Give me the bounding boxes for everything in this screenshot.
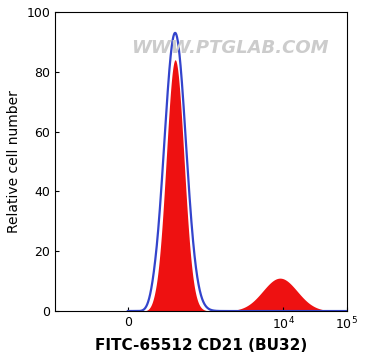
Y-axis label: Relative cell number: Relative cell number: [7, 90, 21, 233]
X-axis label: FITC-65512 CD21 (BU32): FITC-65512 CD21 (BU32): [95, 338, 307, 353]
Text: WWW.PTGLAB.COM: WWW.PTGLAB.COM: [131, 39, 329, 57]
